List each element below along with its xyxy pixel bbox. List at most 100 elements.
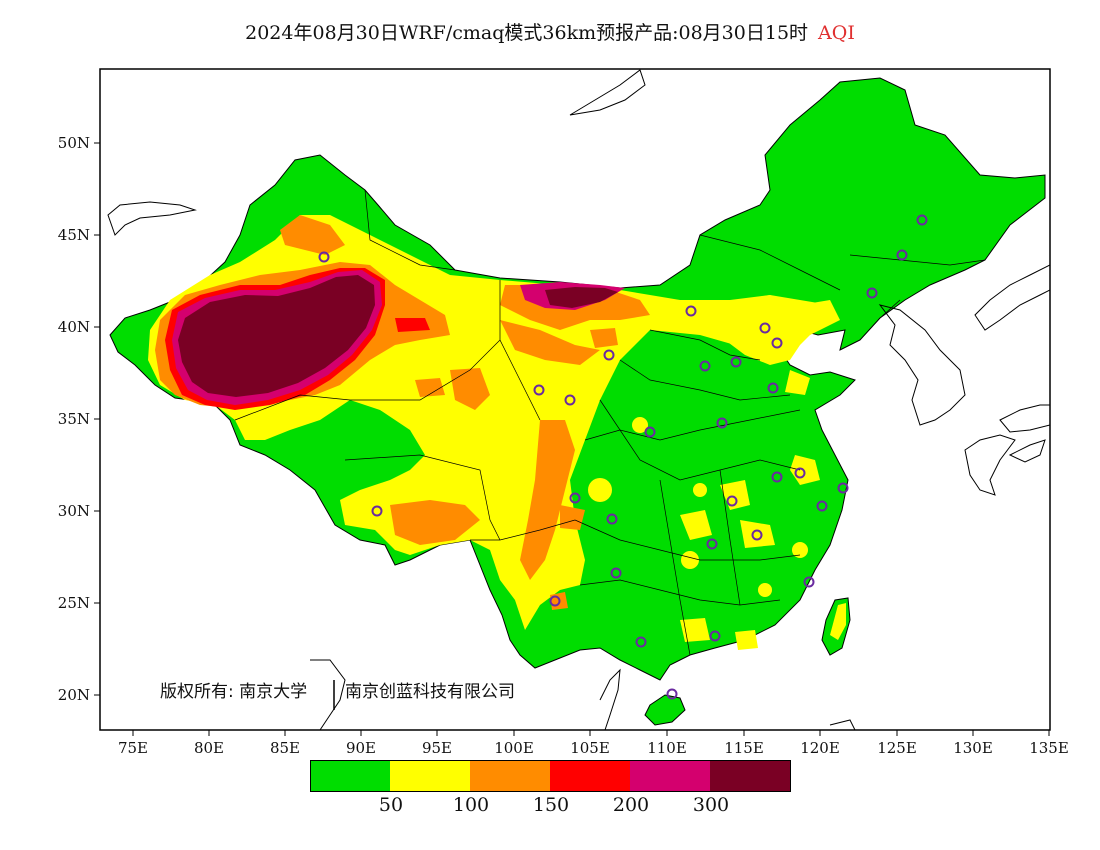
station-marker: [866, 287, 878, 299]
legend-swatch-5: [630, 760, 710, 792]
x-tick-label: 115E: [724, 739, 764, 757]
station-marker: [666, 688, 678, 700]
darkred-zone-tarim: [178, 275, 375, 397]
orange-zone-qinghai: [450, 368, 490, 410]
station-marker: [759, 322, 771, 334]
station-marker: [606, 513, 618, 525]
station-marker: [816, 500, 828, 512]
y-tick-label: 40N: [58, 318, 90, 336]
title-variable: AQI: [818, 22, 855, 44]
legend-label: 150: [532, 794, 570, 816]
x-tick-label: 125E: [877, 739, 917, 757]
y-axis: 50N 45N 40N 35N 30N 25N 20N: [58, 134, 100, 704]
y-tick-label: 45N: [58, 226, 90, 244]
legend-swatch-6: [710, 760, 790, 792]
yellow-patch-guangdong: [735, 630, 758, 650]
station-marker: [644, 426, 656, 438]
station-marker: [726, 495, 738, 507]
y-tick: 35N: [58, 410, 100, 428]
y-tick: 50N: [58, 134, 100, 152]
x-tick: 75E: [118, 730, 148, 757]
station-marker: [916, 214, 928, 226]
x-tick: 120E: [800, 730, 840, 757]
station-marker: [794, 467, 806, 479]
legend-swatch-1: [310, 760, 390, 792]
station-marker: [706, 538, 718, 550]
copyright-company: 南京创蓝科技有限公司: [345, 682, 515, 702]
y-tick: 30N: [58, 502, 100, 520]
orange-zone-ordos: [500, 320, 600, 365]
legend-swatch-4: [550, 760, 630, 792]
foreign-coastlines: [107, 69, 1050, 730]
map-title: 2024年08月30日WRF/cmaq模式36km预报产品:08月30日15时 A…: [0, 18, 1100, 45]
x-tick-label: 95E: [422, 739, 452, 757]
station-marker: [709, 630, 721, 642]
x-tick-label: 90E: [346, 739, 376, 757]
station-marker: [569, 492, 581, 504]
station-marker: [533, 384, 545, 396]
station-marker: [635, 636, 647, 648]
orange-zone-north: [280, 215, 345, 255]
x-tick: 105E: [570, 730, 610, 757]
x-tick-label: 105E: [570, 739, 610, 757]
yellow-patch-shandong: [785, 370, 810, 395]
station-marker: [837, 482, 849, 494]
red-patch-east-tarim: [395, 318, 430, 332]
legend-label: 50: [378, 794, 404, 816]
yellow-dot-4: [792, 542, 808, 558]
station-marker: [803, 576, 815, 588]
yellow-dot-2: [693, 483, 707, 497]
x-tick: 80E: [194, 730, 224, 757]
x-tick: 130E: [953, 730, 993, 757]
title-text: 2024年08月30日WRF/cmaq模式36km预报产品:08月30日15时: [245, 22, 809, 44]
orange-zone-tibet: [390, 500, 480, 545]
x-tick-label: 80E: [194, 739, 224, 757]
taiwan-yellow: [830, 603, 846, 640]
station-marker: [549, 595, 561, 607]
x-tick-label: 120E: [800, 739, 840, 757]
yellow-dot-1: [681, 551, 699, 569]
x-tick: 115E: [724, 730, 764, 757]
x-tick: 125E: [877, 730, 917, 757]
station-marker: [767, 382, 779, 394]
x-tick-label: 135E: [1029, 739, 1069, 757]
yellow-patch-central: [680, 510, 712, 540]
orange-zone-sichuan: [520, 420, 575, 580]
x-tick-label: 110E: [647, 739, 687, 757]
y-tick: 25N: [58, 594, 100, 612]
x-tick: 90E: [346, 730, 376, 757]
y-tick: 45N: [58, 226, 100, 244]
y-tick-label: 50N: [58, 134, 90, 152]
legend-label: 200: [612, 794, 650, 816]
x-tick: 110E: [647, 730, 687, 757]
color-legend: [310, 760, 792, 797]
x-axis: 75E 80E 85E 90E 95E 100E 105E 110E 115E …: [118, 730, 1069, 757]
station-marker: [685, 305, 697, 317]
legend-swatch-3: [470, 760, 550, 792]
station-marker: [716, 417, 728, 429]
station-marker: [318, 251, 330, 263]
station-marker: [771, 337, 783, 349]
station-marker: [751, 529, 763, 541]
x-tick: 95E: [422, 730, 452, 757]
y-tick-label: 35N: [58, 410, 90, 428]
legend-swatch-2: [390, 760, 470, 792]
station-marker: [603, 349, 615, 361]
map-layers: [107, 69, 1050, 730]
plot-frame: [99, 68, 1051, 731]
station-marker: [699, 360, 711, 372]
station-marker: [564, 394, 576, 406]
copyright-owner: 版权所有: 南京大学: [160, 682, 307, 702]
station-markers: [318, 214, 928, 700]
yellow-dot-5: [632, 417, 648, 433]
province-borders: [234, 189, 986, 656]
legend-bar: [310, 760, 791, 792]
yellow-patch-guangxi: [680, 618, 710, 642]
station-marker: [730, 356, 742, 368]
station-marker: [371, 505, 383, 517]
yellow-zone-north-china: [725, 295, 838, 365]
y-tick-label: 30N: [58, 502, 90, 520]
x-tick-label: 100E: [494, 739, 534, 757]
orange-patch-c: [560, 505, 585, 530]
